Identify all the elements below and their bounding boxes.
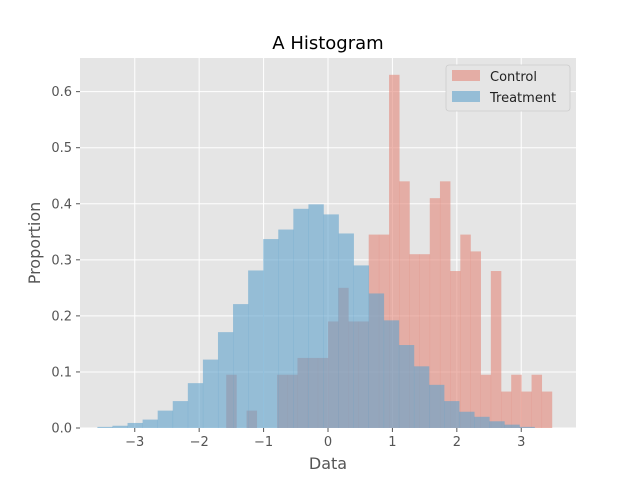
control-bar [439, 181, 451, 428]
y-tick-label: 0.5 [51, 141, 72, 156]
treatment-bar [248, 270, 264, 428]
treatment-bar [217, 332, 234, 428]
control-bar [511, 374, 522, 428]
treatment-bar [293, 208, 309, 428]
legend: Control Treatment [445, 64, 571, 112]
treatment-bar [127, 422, 143, 428]
treatment-bar [323, 214, 339, 428]
y-axis-label: Proportion [25, 202, 44, 285]
treatment-bar [474, 416, 490, 428]
treatment-bar [444, 401, 460, 428]
control-bar [480, 374, 492, 428]
control-bar [409, 254, 420, 428]
x-tick-label: −3 [125, 435, 144, 450]
treatment-bar [353, 265, 370, 428]
x-tick-label: −1 [254, 435, 273, 450]
y-tick-label: 0.0 [51, 422, 72, 437]
legend-label-control: Control [490, 70, 537, 85]
legend-swatch-treatment [452, 91, 480, 102]
chart-title: A Histogram [272, 33, 383, 54]
treatment-bar [172, 401, 189, 428]
control-bar [541, 391, 553, 428]
y-tick-label: 0.3 [51, 253, 72, 268]
treatment-bar [383, 320, 400, 428]
control-bar [450, 271, 461, 428]
treatment-bar [202, 359, 219, 428]
treatment-bar [308, 204, 324, 428]
x-tick-label: 2 [453, 435, 461, 450]
x-tick-label: 3 [517, 435, 525, 450]
treatment-bar [233, 304, 249, 428]
control-bar [501, 391, 512, 428]
x-axis-label: Data [309, 454, 347, 473]
treatment-bar [263, 239, 279, 428]
control-bar [419, 254, 431, 428]
control-bar [531, 374, 543, 428]
y-tick-label: 0.1 [51, 365, 72, 380]
treatment-bar [459, 411, 475, 428]
axis-ticks: −3 −2 −1 0 1 2 3 0.0 0.1 0.2 0.3 0.4 0.5 0.6 [51, 85, 525, 450]
control-bar [389, 74, 400, 429]
x-tick-label: −2 [190, 435, 209, 450]
treatment-bar [398, 345, 415, 428]
treatment-bar [504, 424, 520, 428]
legend-swatch-control [452, 70, 480, 81]
treatment-bar [112, 425, 128, 428]
y-tick-label: 0.2 [51, 309, 72, 324]
treatment-bar [429, 384, 445, 428]
y-tick-label: 0.4 [51, 197, 72, 212]
treatment-bar [338, 233, 354, 428]
treatment-bar [368, 293, 385, 428]
x-tick-label: 0 [324, 435, 332, 450]
control-bar [490, 271, 502, 428]
treatment-bar [97, 426, 113, 428]
control-bar [399, 181, 410, 428]
y-tick-label: 0.6 [51, 85, 72, 100]
x-tick-label: 1 [388, 435, 396, 450]
treatment-bar [157, 410, 174, 428]
control-bar [521, 391, 532, 428]
control-bar [470, 251, 481, 428]
treatment-bars [97, 204, 535, 428]
treatment-bar [489, 421, 505, 428]
treatment-bar [142, 419, 158, 428]
control-bar [460, 234, 471, 428]
treatment-bar [187, 383, 204, 428]
control-bar [429, 198, 441, 428]
legend-label-treatment: Treatment [489, 91, 556, 106]
treatment-bar [519, 426, 535, 428]
treatment-bar [413, 366, 430, 428]
treatment-bar [278, 229, 294, 428]
